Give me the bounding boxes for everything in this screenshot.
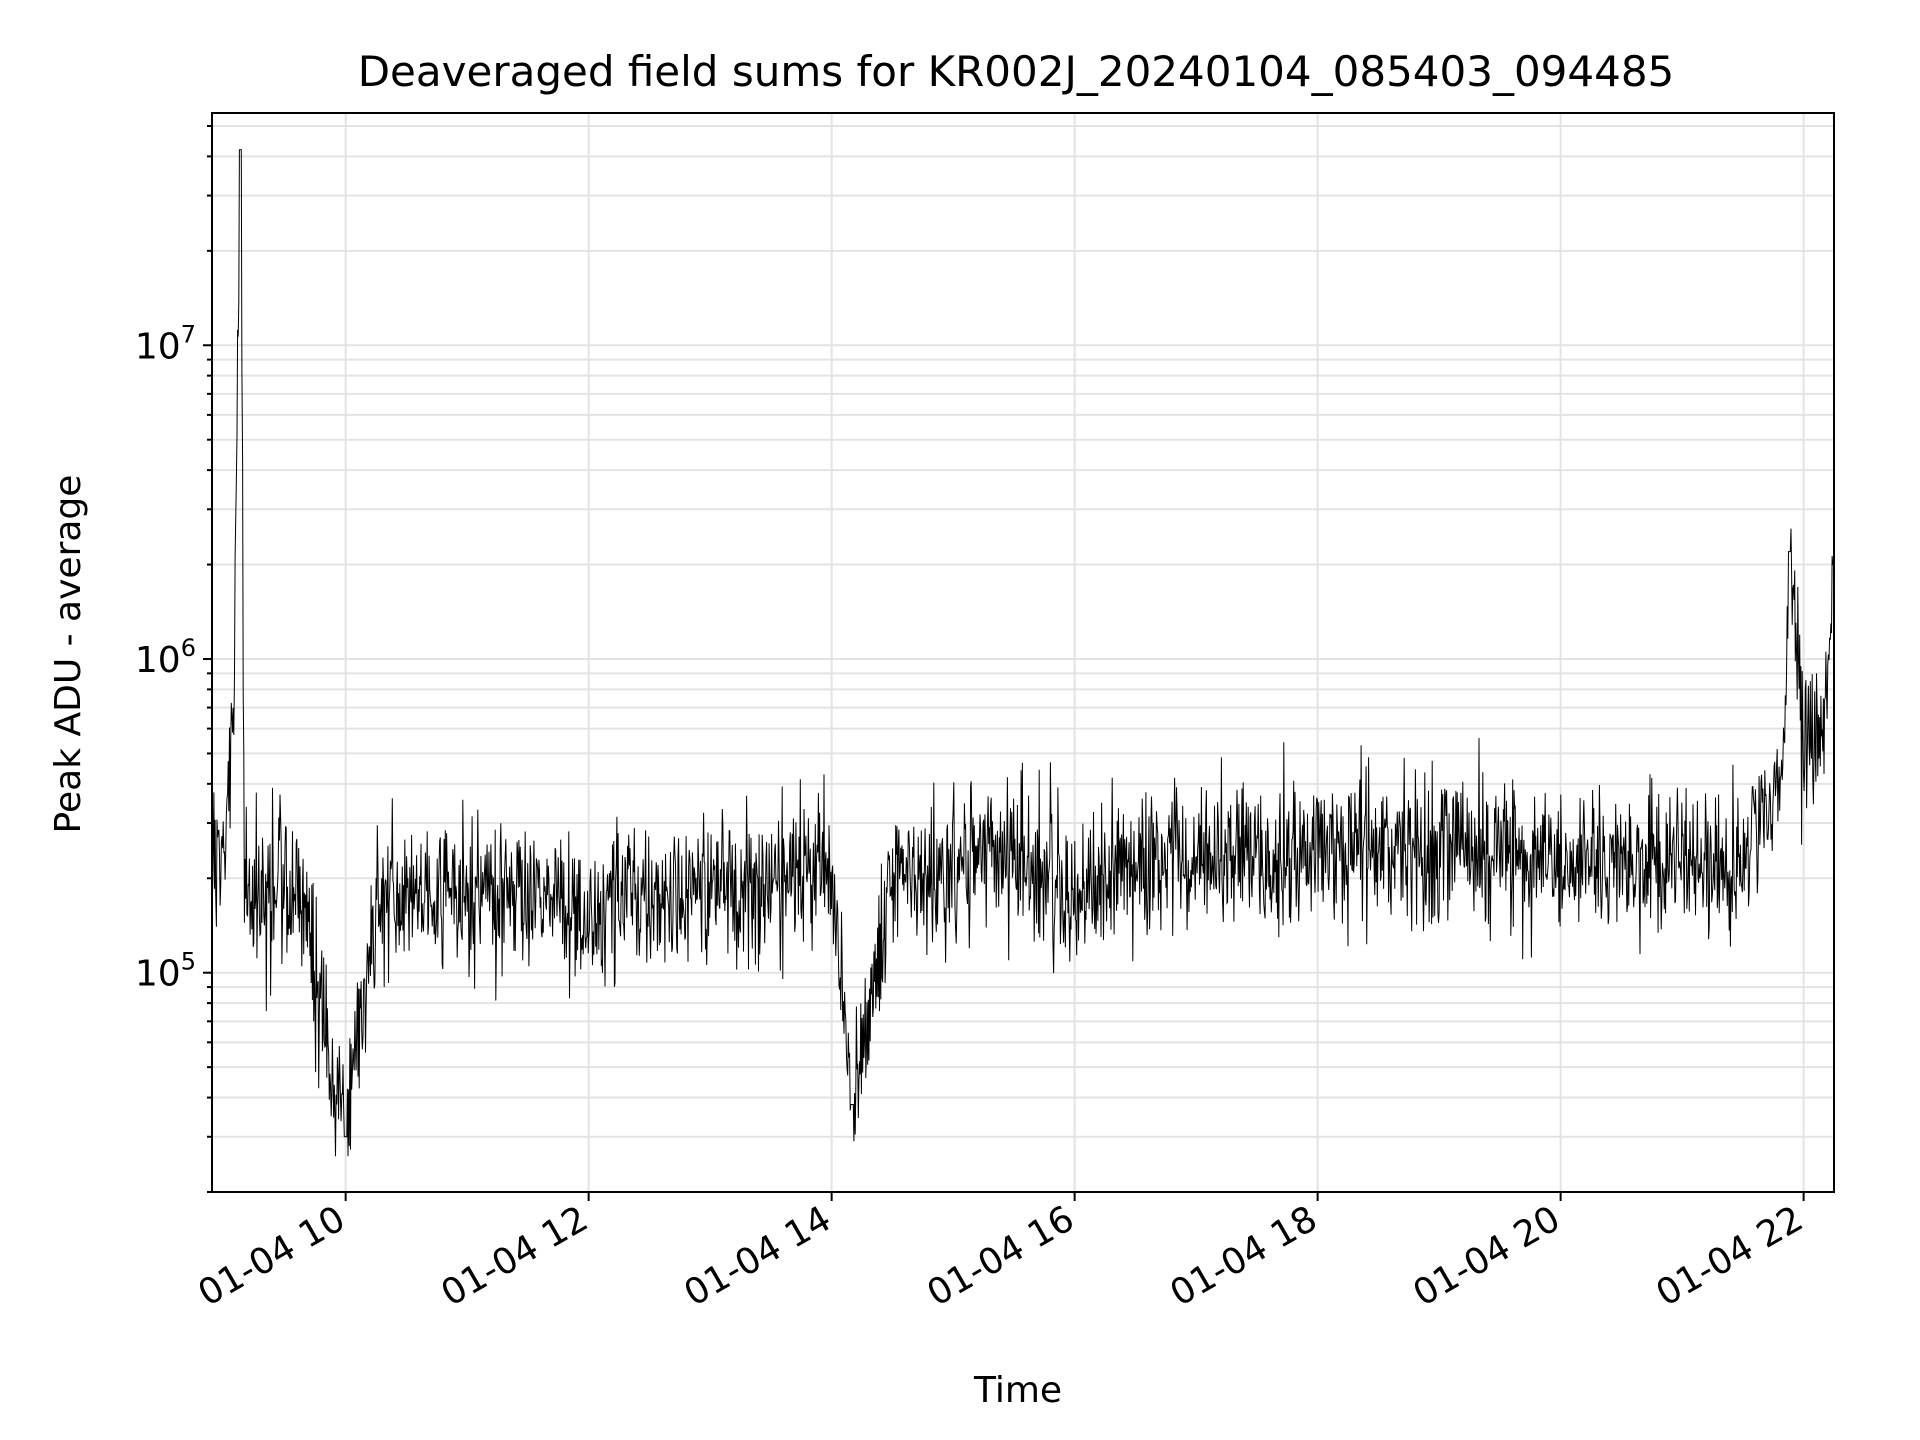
y-axis-label: Peak ADU - average [48, 475, 89, 834]
y-tick-base: 10 [135, 954, 181, 995]
y-tick-base: 10 [135, 640, 181, 681]
y-tick-label: 107 [135, 320, 196, 367]
y-tick-label: 105 [135, 948, 196, 995]
y-tick-label: 106 [135, 634, 196, 681]
y-tick-exponent: 6 [181, 634, 196, 662]
series-layer [211, 149, 1834, 1157]
chart-title: Deaveraged field sums for KR002J_2024010… [358, 47, 1675, 96]
x-axis-label: Time [973, 1370, 1062, 1411]
series-line [211, 149, 1834, 1157]
plot-frame [211, 112, 1835, 1193]
y-tick-base: 10 [135, 326, 181, 367]
y-tick-exponent: 5 [181, 948, 196, 976]
y-tick-exponent: 7 [181, 320, 196, 348]
